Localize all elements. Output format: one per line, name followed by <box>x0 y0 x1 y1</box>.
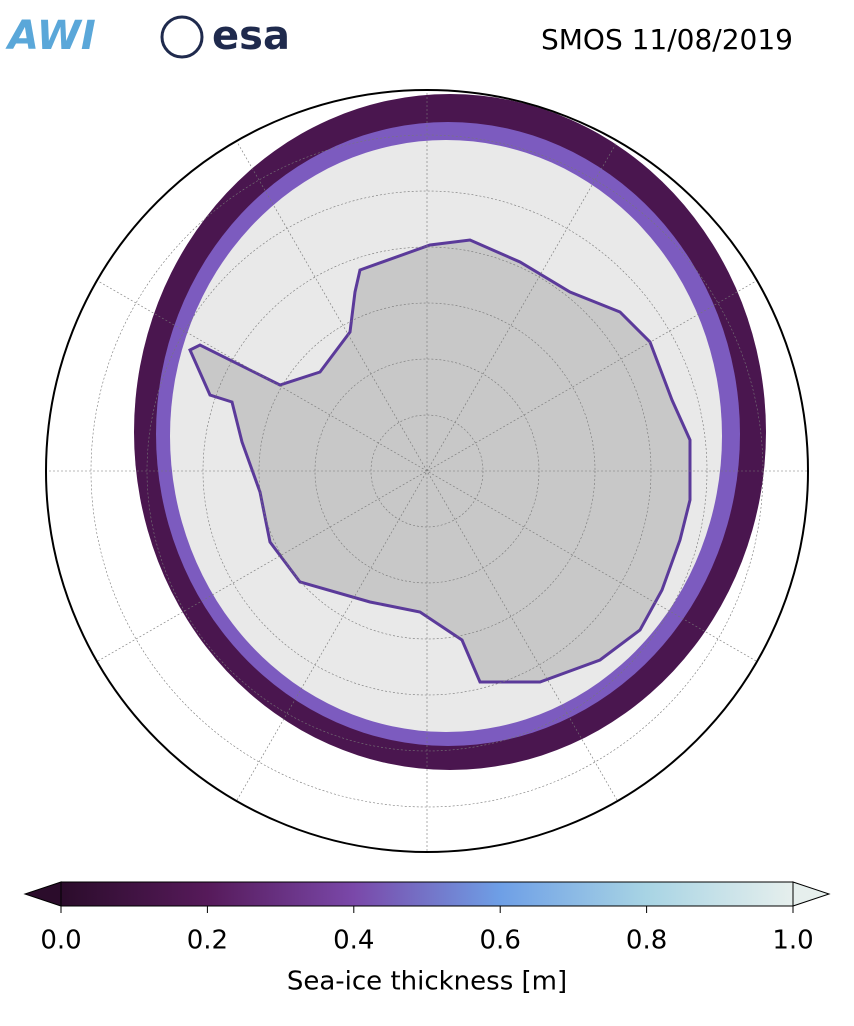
awi-logo: AWI <box>5 13 96 59</box>
meridian <box>89 275 765 667</box>
graticule <box>46 90 808 852</box>
colorbar-tick-label: 0.0 <box>40 926 81 956</box>
colorbar-extend-low <box>23 881 62 907</box>
map <box>46 90 808 852</box>
colorbar-extend-high <box>792 881 831 907</box>
colorbar-label: Sea-ice thickness [m] <box>287 967 567 997</box>
esa-logo-mark <box>160 15 204 59</box>
esa-logo: esa <box>212 13 290 59</box>
colorbar-tick-label: 0.8 <box>626 926 667 956</box>
colorbar <box>60 881 794 907</box>
colorbar-tick-label: 0.6 <box>480 926 521 956</box>
colorbar-tick-label: 0.2 <box>187 926 228 956</box>
colorbar-tick-label: 0.4 <box>333 926 374 956</box>
title: SMOS 11/08/2019 <box>541 23 793 56</box>
map-border <box>45 89 809 853</box>
colorbar-tick-label: 1.0 <box>772 926 813 956</box>
antarctica <box>188 238 692 684</box>
